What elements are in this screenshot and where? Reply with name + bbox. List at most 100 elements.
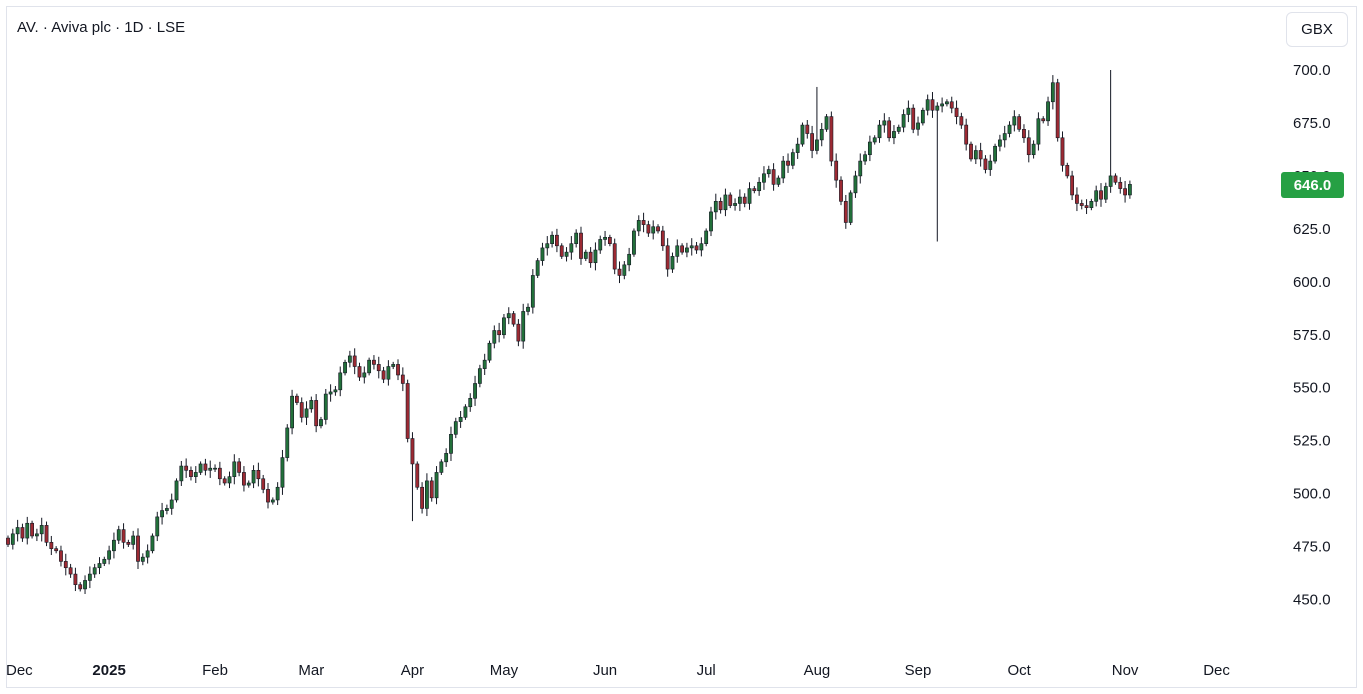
candle-body: [858, 160, 863, 177]
candle-body: [78, 584, 83, 590]
candle-body: [107, 550, 112, 560]
candle-body: [920, 109, 925, 124]
candle-body: [453, 421, 458, 435]
candle-body: [304, 408, 309, 418]
candle-body: [829, 116, 834, 162]
candle-body: [83, 580, 87, 590]
candle-body: [10, 533, 15, 545]
candle-body: [1127, 184, 1132, 196]
candle-body: [1079, 203, 1084, 206]
candle-body: [400, 374, 405, 384]
candle-body: [193, 472, 198, 477]
candle-body: [251, 470, 256, 484]
candle-body: [656, 226, 660, 232]
candle-body: [92, 567, 97, 575]
candle-body: [771, 169, 776, 185]
candle-body: [930, 99, 935, 111]
candle-body: [20, 527, 25, 539]
candle-body: [728, 194, 733, 206]
candle-body: [59, 550, 63, 562]
candle-body: [222, 478, 227, 484]
candle-body: [559, 245, 564, 257]
candle-body: [521, 311, 526, 342]
time-tick-label: Aug: [804, 662, 831, 679]
currency-button[interactable]: GBX: [1286, 12, 1348, 47]
candle-body: [800, 124, 805, 145]
candle-body: [63, 561, 68, 569]
candle-body: [1002, 133, 1007, 141]
candle-body: [834, 160, 839, 181]
candle-body: [6, 537, 10, 545]
candle-body: [757, 181, 762, 192]
candle-body: [487, 342, 492, 361]
candle-body: [530, 275, 535, 308]
candle-body: [622, 264, 627, 276]
candle-body: [689, 245, 694, 249]
candle-body: [598, 239, 603, 251]
time-tick-label: Jul: [697, 662, 716, 679]
candle-body: [545, 243, 550, 249]
candle-body: [160, 510, 164, 518]
candle-body: [275, 486, 280, 501]
candle-body: [198, 463, 203, 473]
candle-body: [964, 124, 969, 145]
candle-body: [1026, 137, 1031, 156]
candle-body: [352, 355, 357, 367]
candle-body: [314, 400, 319, 427]
time-tick-label: Dec: [6, 662, 33, 679]
candle-body: [266, 489, 270, 503]
price-tick-label: 575.0: [1293, 327, 1331, 344]
candle-body: [636, 220, 641, 232]
candle-body: [665, 245, 670, 270]
candle-body: [627, 253, 632, 266]
candle-body: [762, 173, 766, 183]
candle-body: [969, 143, 973, 160]
candle-body: [588, 251, 593, 264]
candle-body: [988, 160, 993, 170]
candle-body: [1017, 116, 1022, 130]
candle-body: [892, 131, 896, 139]
candle-body: [1031, 143, 1036, 156]
candle-body: [506, 313, 511, 319]
candle-body: [583, 251, 588, 259]
candle-body: [280, 457, 285, 488]
candle-body: [184, 465, 189, 471]
price-tick-label: 525.0: [1293, 433, 1331, 450]
candle-body: [458, 417, 463, 422]
candle-body: [189, 470, 193, 477]
candle-body: [396, 364, 400, 376]
price-axis: 700.0675.0650.0625.0600.0575.0550.0525.0…: [1293, 62, 1331, 609]
candle-body: [1118, 181, 1123, 189]
candle-body: [675, 245, 680, 257]
candle-body: [126, 542, 131, 545]
candle-body: [1123, 188, 1127, 196]
candle-body: [1113, 175, 1118, 183]
price-tick-label: 700.0: [1293, 62, 1331, 79]
candle-body: [1055, 82, 1060, 139]
candle-body: [680, 245, 685, 253]
candle-body: [978, 150, 983, 160]
price-tick-label: 550.0: [1293, 380, 1331, 397]
candle-body: [983, 158, 988, 170]
candle-body: [1070, 175, 1075, 196]
candle-body: [723, 194, 728, 211]
candle-body: [242, 472, 246, 486]
candle-body: [713, 201, 718, 213]
candle-body: [367, 359, 372, 374]
candle-body: [164, 508, 169, 511]
candle-body: [612, 243, 617, 270]
candle-body: [993, 145, 997, 162]
candle-body: [420, 486, 424, 509]
candle-body: [410, 438, 415, 465]
price-tick-label: 450.0: [1293, 592, 1331, 609]
candle-body: [935, 105, 940, 111]
candle-body: [463, 406, 468, 418]
candle-body: [425, 480, 429, 509]
candle-body: [25, 522, 30, 539]
candle-body: [87, 573, 92, 581]
candle-body: [44, 525, 49, 543]
candle-body: [347, 355, 352, 363]
candle-body: [867, 141, 872, 156]
candle-body: [1022, 129, 1026, 139]
